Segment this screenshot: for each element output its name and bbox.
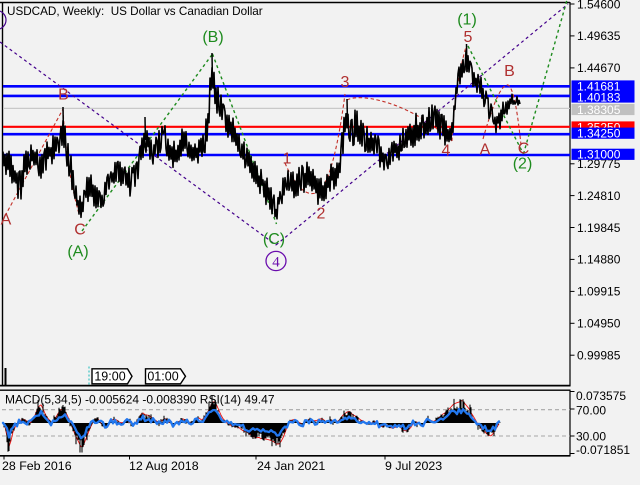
svg-text:2: 2 xyxy=(317,206,326,223)
svg-text:1.34250: 1.34250 xyxy=(577,127,621,141)
svg-text:(C): (C) xyxy=(263,231,285,248)
svg-text:1.24810: 1.24810 xyxy=(577,189,621,203)
svg-text:1.19845: 1.19845 xyxy=(577,221,621,235)
svg-text:1: 1 xyxy=(283,151,292,168)
svg-text:1.31000: 1.31000 xyxy=(577,148,621,162)
svg-text:01:00: 01:00 xyxy=(147,370,178,384)
svg-text:(B): (B) xyxy=(202,29,223,46)
svg-text:28 Feb 2016: 28 Feb 2016 xyxy=(2,459,72,473)
svg-text:4: 4 xyxy=(442,143,451,160)
svg-text:1.04950: 1.04950 xyxy=(577,317,621,331)
svg-text:19:00: 19:00 xyxy=(94,370,125,384)
svg-text:3: 3 xyxy=(341,74,350,91)
svg-text:(1): (1) xyxy=(457,12,477,29)
svg-text:-0.071851: -0.071851 xyxy=(576,443,630,457)
svg-text:9 Jul 2023: 9 Jul 2023 xyxy=(385,459,442,473)
svg-text:(A): (A) xyxy=(67,244,88,261)
svg-text:30.00: 30.00 xyxy=(576,429,606,443)
svg-text:(2): (2) xyxy=(513,156,533,173)
svg-text:USDCAD, Weekly: US Dollar vs: USDCAD, Weekly: US Dollar vs Canadian Do… xyxy=(7,5,263,18)
svg-text:5: 5 xyxy=(464,29,473,46)
svg-text:B: B xyxy=(58,87,69,104)
svg-text:0.073575: 0.073575 xyxy=(576,389,626,403)
svg-text:C: C xyxy=(74,222,86,239)
svg-text:A: A xyxy=(480,142,491,159)
svg-text:12 Aug 2018: 12 Aug 2018 xyxy=(129,459,199,473)
svg-text:B: B xyxy=(504,63,515,80)
svg-text:1.09915: 1.09915 xyxy=(577,285,621,299)
svg-text:1.54600: 1.54600 xyxy=(577,0,621,11)
svg-text:1.49635: 1.49635 xyxy=(577,29,621,43)
svg-text:1.38305: 1.38305 xyxy=(577,103,621,117)
svg-text:24 Jan 2021: 24 Jan 2021 xyxy=(257,459,325,473)
svg-text:4: 4 xyxy=(272,255,280,271)
svg-text:1.44670: 1.44670 xyxy=(577,61,621,75)
svg-text:70.00: 70.00 xyxy=(576,403,606,417)
svg-text:1.14880: 1.14880 xyxy=(577,253,621,267)
svg-text:MACD(5,34,5) -0.005624 -0.0083: MACD(5,34,5) -0.005624 -0.008390 RSI(14)… xyxy=(5,393,275,407)
svg-text:A: A xyxy=(1,212,12,229)
svg-text:0.99985: 0.99985 xyxy=(577,349,621,363)
